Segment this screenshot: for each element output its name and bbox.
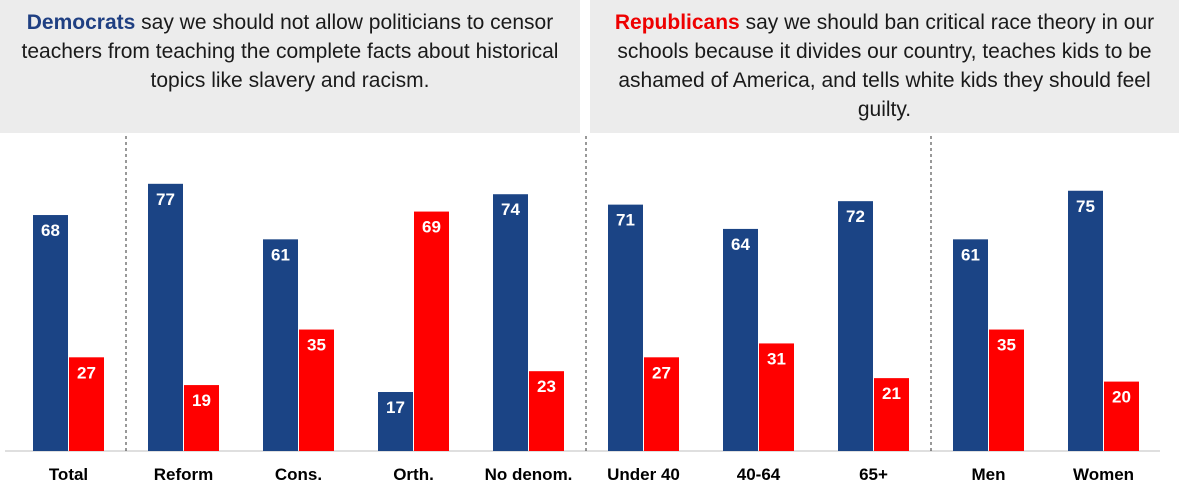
data-label: 72 bbox=[846, 207, 865, 226]
bar-republicans-orth- bbox=[414, 211, 449, 451]
democrats-party-label: Democrats bbox=[26, 11, 136, 34]
data-label: 21 bbox=[882, 384, 901, 403]
data-label: 35 bbox=[997, 336, 1016, 355]
bar-republicans-total bbox=[69, 357, 104, 451]
category-label: Orth. bbox=[393, 465, 434, 484]
data-label: 68 bbox=[41, 221, 60, 240]
bar-democrats-under-40 bbox=[608, 204, 643, 451]
bar-democrats-total bbox=[33, 215, 68, 451]
data-label: 61 bbox=[961, 245, 980, 264]
data-label: 64 bbox=[731, 235, 750, 254]
data-label: 27 bbox=[77, 363, 96, 382]
data-label: 77 bbox=[156, 190, 175, 209]
bar-republicans-no-denom- bbox=[529, 371, 564, 451]
data-label: 19 bbox=[192, 391, 211, 410]
bar-republicans-65- bbox=[874, 378, 909, 451]
bar-republicans-women bbox=[1104, 381, 1139, 451]
bar-republicans-reform bbox=[184, 385, 219, 451]
bar-democrats-women bbox=[1068, 190, 1103, 451]
democrats-statement-text: say we should not allow politicians to c… bbox=[21, 11, 559, 92]
data-label: 23 bbox=[537, 377, 556, 396]
bar-republicans-40-64 bbox=[759, 343, 794, 451]
data-label: 27 bbox=[652, 363, 671, 382]
data-label: 35 bbox=[307, 336, 326, 355]
democrats-statement: Democrats say we should not allow politi… bbox=[0, 0, 580, 133]
category-label: Total bbox=[49, 465, 88, 484]
bar-democrats-cons- bbox=[263, 239, 298, 451]
category-label: Under 40 bbox=[607, 465, 680, 484]
bar-democrats-40-64 bbox=[723, 228, 758, 451]
data-label: 17 bbox=[386, 398, 405, 417]
data-label: 71 bbox=[616, 211, 635, 230]
bar-democrats-65- bbox=[838, 201, 873, 451]
republicans-statement: Republicans say we should ban critical r… bbox=[590, 0, 1179, 133]
data-label: 69 bbox=[422, 218, 441, 237]
republicans-party-label: Republicans bbox=[614, 11, 740, 34]
data-label: 75 bbox=[1076, 197, 1095, 216]
bar-democrats-no-denom- bbox=[493, 194, 528, 451]
category-label: 65+ bbox=[859, 465, 888, 484]
category-label: Reform bbox=[154, 465, 214, 484]
republicans-statement-text: say we should ban critical race theory i… bbox=[617, 11, 1155, 121]
data-label: 61 bbox=[271, 245, 290, 264]
bar-democrats-men bbox=[953, 239, 988, 451]
category-label: No denom. bbox=[485, 465, 573, 484]
bar-democrats-reform bbox=[148, 183, 183, 451]
data-label: 31 bbox=[767, 349, 786, 368]
category-label: Men bbox=[972, 465, 1006, 484]
data-label: 20 bbox=[1112, 388, 1131, 407]
bar-democrats-orth- bbox=[378, 392, 413, 451]
category-label: 40-64 bbox=[737, 465, 781, 484]
category-label: Cons. bbox=[275, 465, 322, 484]
category-label: Women bbox=[1073, 465, 1134, 484]
data-label: 74 bbox=[501, 200, 520, 219]
bar-republicans-cons- bbox=[299, 329, 334, 451]
bar-republicans-men bbox=[989, 329, 1024, 451]
bar-republicans-under-40 bbox=[644, 357, 679, 451]
